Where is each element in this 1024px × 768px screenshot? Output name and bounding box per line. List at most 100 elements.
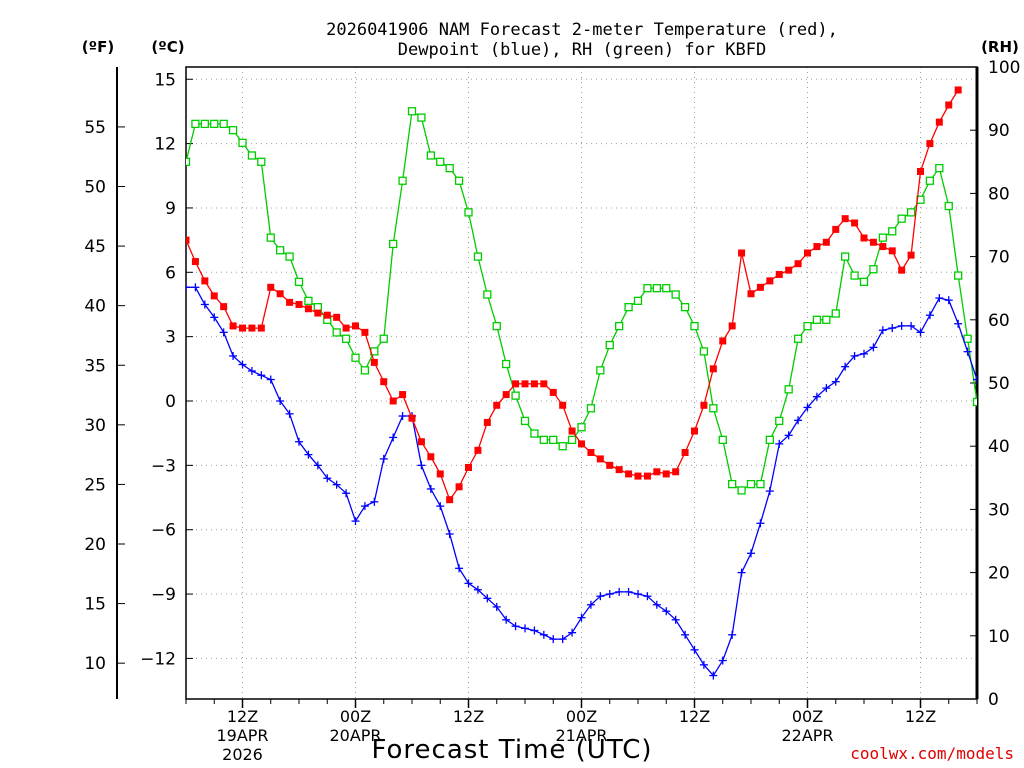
- temperature-series: [186, 86, 962, 504]
- temperature-point: [832, 225, 840, 233]
- dewpoint-point: [690, 645, 699, 654]
- temperature-point: [521, 380, 529, 388]
- temperature-point: [898, 266, 906, 274]
- rh-point: [492, 321, 501, 331]
- rh-point: [869, 265, 878, 274]
- temperature-point: [794, 260, 802, 268]
- temperature-point: [436, 470, 444, 478]
- rh-point: [389, 239, 398, 249]
- rh-point: [831, 309, 840, 318]
- rh-point: [577, 423, 586, 432]
- rh-point: [784, 385, 793, 394]
- temperature-point: [201, 277, 209, 285]
- rh-point: [812, 315, 822, 324]
- dewpoint-point: [916, 328, 925, 337]
- rh-tick-label: 90: [988, 121, 1010, 141]
- f-tick-label: 40: [84, 297, 106, 317]
- rh-point: [210, 119, 219, 129]
- rh-tick-label: 20: [988, 564, 1010, 584]
- dewpoint-point: [944, 296, 953, 305]
- temperature-point: [380, 378, 388, 386]
- temperature-point: [191, 258, 199, 266]
- dewpoint-point: [473, 585, 482, 594]
- dewpoint-point: [963, 347, 972, 356]
- c-tick-label: 3: [165, 328, 176, 348]
- temperature-point: [728, 322, 736, 330]
- temperature-point: [709, 365, 717, 373]
- rh-point: [341, 334, 351, 343]
- temperature-point: [465, 463, 472, 471]
- temperature-point: [323, 311, 331, 319]
- dewpoint-point: [257, 371, 266, 380]
- rh-point: [935, 163, 944, 173]
- temperature-point: [860, 234, 868, 242]
- dewpoint-point: [417, 461, 426, 470]
- rh-point: [228, 126, 238, 135]
- rh-point: [615, 321, 624, 331]
- temperature-point: [700, 401, 708, 409]
- x-tick-label: 19APR: [216, 726, 268, 745]
- dewpoint-point: [935, 294, 944, 303]
- rh-point: [219, 119, 228, 129]
- dewpoint-point: [765, 487, 774, 496]
- dewpoint-point: [568, 628, 577, 637]
- dewpoint-point: [186, 283, 190, 292]
- temperature-point: [606, 461, 614, 469]
- temperature-point: [625, 470, 633, 478]
- c-tick-label: 9: [165, 199, 176, 219]
- temperature-point: [530, 380, 538, 388]
- temperature-point: [879, 243, 887, 251]
- dewpoint-point: [313, 461, 322, 470]
- rh-tick-label: 70: [988, 248, 1010, 268]
- f-tick-label: 45: [84, 237, 106, 257]
- temperature-point: [352, 322, 359, 330]
- rh-point: [850, 271, 859, 280]
- dewpoint-point: [276, 397, 285, 405]
- temperature-point: [634, 472, 642, 480]
- dewpoint-point: [605, 590, 614, 599]
- temperature-point: [304, 305, 312, 313]
- rh-tick-label: 50: [988, 374, 1010, 394]
- temperature-point: [653, 468, 661, 476]
- chart-title-line2: Dewpoint (blue), RH (green) for KBFD: [398, 40, 766, 60]
- temperature-point: [342, 324, 350, 332]
- dewpoint-point: [652, 600, 661, 609]
- f-tick-label: 25: [84, 475, 106, 495]
- dewpoint-point: [596, 592, 605, 601]
- rh-point: [652, 284, 661, 293]
- rh-point: [257, 157, 266, 166]
- dewpoint-point: [643, 592, 652, 601]
- temperature-point: [408, 414, 416, 422]
- rh-point: [596, 366, 605, 375]
- temperature-point: [559, 401, 567, 409]
- dewpoint-point: [191, 283, 200, 292]
- x-tick-label: 2026: [222, 745, 263, 764]
- rh-point: [186, 157, 191, 166]
- dewpoint-point: [907, 321, 916, 330]
- f-tick-label: 10: [84, 654, 106, 674]
- temperature-point: [370, 358, 378, 366]
- temperature-point: [333, 313, 341, 321]
- f-tick-label: 55: [84, 118, 106, 138]
- rh-point: [709, 404, 718, 413]
- dewpoint-point: [681, 630, 690, 639]
- temperature-point: [286, 298, 294, 306]
- dewpoint-point: [285, 409, 294, 418]
- dewpoint-point: [954, 319, 963, 328]
- temperature-point: [568, 427, 576, 435]
- dewpoint-point: [662, 607, 671, 616]
- rh-series: [186, 107, 977, 495]
- rh-point: [888, 227, 897, 236]
- temperature-point: [229, 322, 237, 330]
- temperature-point: [813, 243, 821, 251]
- f-tick-label: 30: [84, 416, 106, 436]
- temperature-point: [314, 309, 322, 317]
- temperature-point: [945, 101, 953, 109]
- temperature-point: [295, 300, 303, 308]
- temperature-point: [483, 418, 491, 426]
- c-tick-label: −3: [151, 456, 176, 476]
- dewpoint-point: [850, 351, 859, 360]
- dewpoint-point: [483, 594, 492, 603]
- temperature-point: [596, 455, 604, 463]
- rh-point: [897, 214, 906, 223]
